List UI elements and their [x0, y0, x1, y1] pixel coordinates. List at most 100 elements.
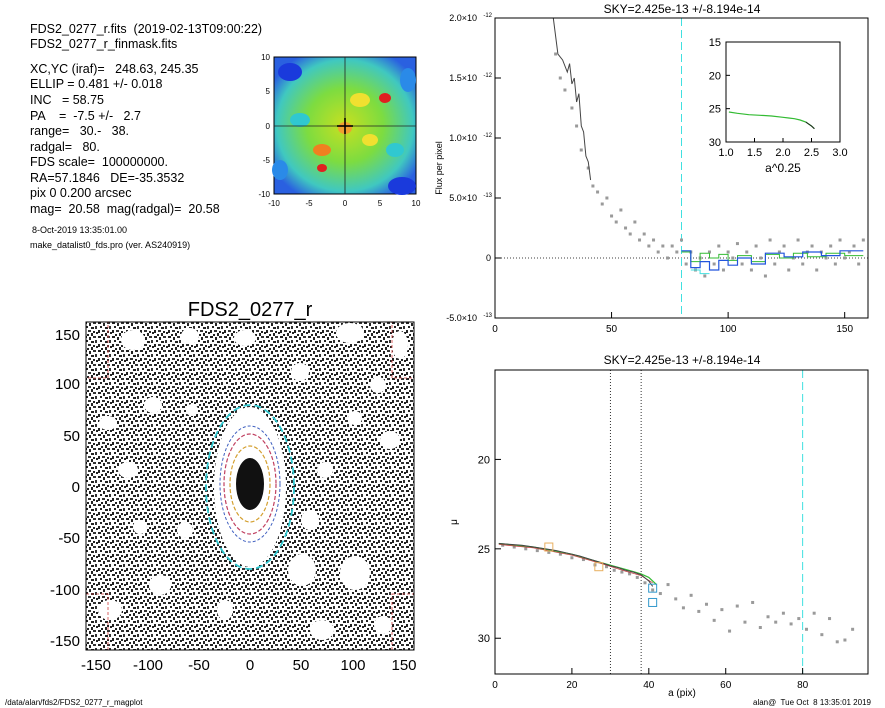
flux-inset: 1.0 1.5 2.0 2.5 3.0 15 20 25 30 a^0.25 — [709, 37, 848, 175]
inset-xtick-label: 2.5 — [804, 147, 819, 159]
inset-ytick-label: 25 — [709, 104, 721, 116]
image-ytick: 100 — [55, 376, 80, 393]
mu-chart-title: SKY=2.425e-13 +/-8.194e-14 — [604, 353, 761, 367]
mu-data-point — [758, 626, 762, 630]
residual-y-ticks: 10 5 0 -5 -10 — [258, 53, 270, 199]
mu-data-point — [547, 550, 551, 554]
flux-data-point — [740, 262, 744, 266]
param-mag: mag= 20.58 mag(radgal)= 20.58 — [30, 202, 220, 216]
flux-data-point — [735, 242, 739, 246]
residual-ytick: 5 — [266, 87, 271, 96]
flux-data-point — [796, 238, 800, 242]
mu-xtick-label: 80 — [797, 680, 809, 691]
flux-data-point — [861, 238, 865, 242]
mu-xtick-label: 60 — [720, 680, 732, 691]
mu-data-point — [524, 547, 528, 551]
mu-fit-green — [498, 542, 657, 586]
outer-isophote — [205, 404, 295, 570]
flux-data-point — [633, 220, 637, 224]
flux-data-point — [600, 202, 604, 206]
param-pix: pix 0 0.200 arcsec — [30, 186, 132, 200]
flux-data-point — [591, 184, 595, 188]
flux-data-point — [763, 274, 767, 278]
flux-data-point — [652, 238, 656, 242]
flux-data-point — [647, 244, 651, 248]
isophote — [219, 425, 281, 543]
mu-data-point — [712, 618, 716, 622]
mu-data-point — [743, 620, 747, 624]
residual-ytick: -5 — [263, 156, 271, 165]
flux-data-point — [638, 238, 642, 242]
param-inc: INC = 58.75 — [30, 93, 104, 107]
mu-ytick-label: 20 — [478, 454, 490, 466]
flux-data-point — [596, 190, 600, 194]
flux-data-point — [558, 76, 562, 80]
flux-data-point — [843, 256, 847, 260]
flux-data-point — [852, 244, 856, 248]
mu-data-point — [681, 606, 685, 610]
image-xtick: -50 — [188, 657, 210, 674]
mu-orange-box — [544, 542, 554, 552]
param-xcyc: XC,YC (iraf)= 248.63, 245.35 — [30, 62, 199, 76]
flux-ytick-exponent: -13 — [483, 313, 492, 319]
isophote — [223, 433, 277, 535]
flux-data-point — [815, 268, 819, 272]
file-title: FDS2_0277_r.fits (2019-02-13T09:00:22) — [30, 22, 263, 36]
flux-data-point — [847, 250, 851, 254]
residual-ytick: 10 — [261, 53, 270, 62]
flux-xtick-label: 50 — [606, 324, 618, 335]
flux-data-point — [824, 256, 828, 260]
mu-blue-box — [648, 583, 658, 593]
flux-data-point — [810, 244, 814, 248]
mu-data-point — [789, 622, 793, 626]
footer-path: /data/alan/fds2/FDS2_0277_r_magplot — [5, 698, 143, 707]
mu-data-point — [835, 640, 839, 644]
inset-ytick-label: 30 — [709, 137, 721, 149]
mu-ylabel: μ — [449, 519, 460, 525]
flux-fit-cyan — [690, 269, 710, 275]
mu-xtick-label: 40 — [643, 680, 655, 691]
flux-data-point — [712, 262, 716, 266]
inset-xtick-label: 1.0 — [718, 147, 733, 159]
residual-x-ticks: -10 -5 0 5 10 — [268, 199, 421, 208]
flux-ytick-label: 5.0×10 — [449, 193, 477, 203]
flux-ytick-label: 1.5×10 — [449, 73, 477, 83]
mu-data-point — [581, 558, 585, 562]
mu-profile-line — [498, 543, 654, 587]
image-x-ticks: -150 -100 -50 0 50 100 150 — [81, 657, 417, 674]
flux-ylabel: Flux per pixel — [434, 141, 444, 195]
flux-data-point — [777, 250, 781, 254]
flux-frame — [494, 17, 869, 319]
flux-data-point — [605, 196, 609, 200]
param-fds-scale: FDS scale= 100000000. — [30, 155, 168, 169]
inset-ytick-label: 15 — [709, 37, 721, 49]
mu-data-point — [697, 609, 701, 613]
galaxy-image-panel: FDS2_0277_r — [50, 299, 417, 674]
flux-profile-line — [552, 17, 592, 181]
mu-xlabel: a (pix) — [668, 688, 696, 699]
image-ytick: -50 — [58, 530, 80, 547]
flux-data-point — [563, 88, 567, 92]
flux-data-point — [749, 268, 753, 272]
flux-data-point — [554, 52, 558, 56]
param-radgal: radgal= 80. — [30, 140, 100, 154]
flux-ytick-exponent: -12 — [483, 133, 492, 139]
mu-blue-box — [648, 597, 658, 607]
flux-ytick-label: -5.0×10 — [446, 313, 477, 323]
mu-data-point — [766, 615, 770, 619]
image-xtick: 150 — [391, 657, 416, 674]
flux-ytick-label: 2.0×10 — [449, 13, 477, 23]
mu-data-point — [704, 602, 708, 606]
mu-ytick-label: 30 — [478, 633, 490, 645]
run-date: 8-Oct-2019 13:35:01.00 — [32, 225, 128, 235]
flux-data-point — [586, 166, 590, 170]
mu-fit-red — [498, 544, 653, 584]
flux-chart-title: SKY=2.425e-13 +/-8.194e-14 — [604, 2, 761, 16]
flux-data-point — [610, 214, 614, 218]
mu-data-point — [658, 592, 662, 596]
flux-ytick-exponent: -13 — [483, 193, 492, 199]
flux-data-point — [838, 238, 842, 242]
mu-frame — [494, 369, 869, 675]
flux-ytick-exponent: -12 — [483, 73, 492, 79]
mu-data-point — [781, 611, 785, 615]
